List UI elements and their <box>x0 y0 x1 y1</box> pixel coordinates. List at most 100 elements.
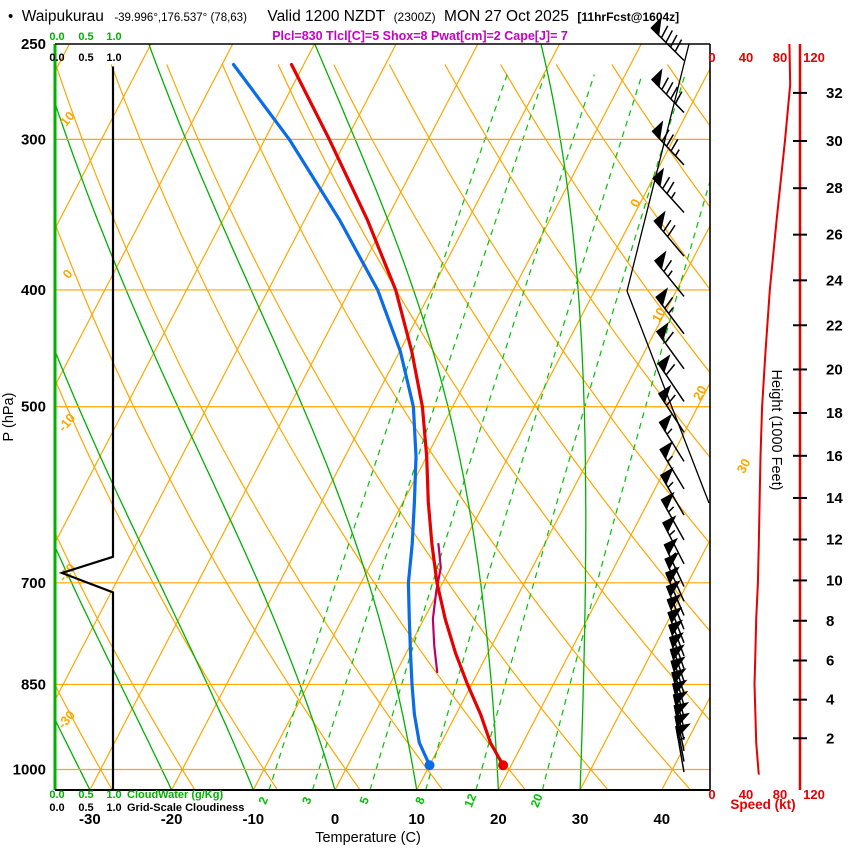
gridcloud-scale-bot-05: 0.5 <box>78 802 93 814</box>
svg-text:0: 0 <box>708 50 715 65</box>
isotherm-line <box>252 44 642 790</box>
wind-barb-full <box>660 25 669 39</box>
svg-text:6: 6 <box>826 652 834 669</box>
cloudwater-axis-label: CloudWater (g/Kg) <box>127 789 223 801</box>
wind-barb-full <box>674 39 683 52</box>
dry-adiabat-line <box>723 65 850 791</box>
data-layer <box>58 16 792 790</box>
wind-barb-full <box>661 176 671 190</box>
wind-barb-half <box>666 455 674 462</box>
isotherm-line <box>579 538 710 790</box>
skewt-background-grid <box>55 44 850 791</box>
wind-barb-full <box>664 296 674 309</box>
svg-text:-10: -10 <box>242 811 264 828</box>
speed-axis-label: Speed (kt) <box>730 797 795 812</box>
dry-adiabat-line <box>277 64 710 722</box>
dry-adiabat-line <box>333 64 710 633</box>
valid-zulu: (2300Z) <box>394 10 436 24</box>
wind-barb-half <box>669 552 677 559</box>
svg-text:22: 22 <box>826 317 843 334</box>
valid-date: MON 27 Oct 2025 <box>444 8 569 25</box>
dry-adiabat-line <box>555 64 710 291</box>
wind-barb-pennant <box>659 440 673 460</box>
wind-barb-pennant <box>652 167 665 188</box>
wind-barb-full <box>666 181 675 194</box>
svg-text:16: 16 <box>826 448 843 465</box>
wind-barb-pennant <box>653 250 667 271</box>
wind-barb-full <box>669 34 678 48</box>
moist-adiabat-line <box>55 349 254 790</box>
svg-text:40: 40 <box>739 50 753 65</box>
gridcloud-scale-top-05: 0.5 <box>78 52 93 64</box>
dry-adiabat-line <box>55 64 444 790</box>
wind-barb-full <box>665 30 673 43</box>
wind-barb-pennant <box>650 16 662 37</box>
svg-text:24: 24 <box>826 272 843 289</box>
moist-adiabat-line <box>55 101 336 790</box>
svg-text:500: 500 <box>21 399 46 416</box>
svg-text:10: 10 <box>57 108 78 129</box>
svg-text:700: 700 <box>21 575 46 592</box>
svg-text:20: 20 <box>490 811 507 828</box>
wind-barb-half <box>670 191 676 199</box>
wind-barb-pennant <box>653 210 666 231</box>
wind-barb-full <box>665 81 674 95</box>
dry-adiabat-line <box>55 531 196 790</box>
wind-barb-half <box>667 481 674 488</box>
svg-text:32: 32 <box>826 85 843 102</box>
svg-text:10: 10 <box>408 811 425 828</box>
wind-barb-pennant <box>651 120 664 141</box>
svg-text:-30: -30 <box>54 708 78 732</box>
dry-adiabat-line <box>166 64 609 790</box>
wind-barb-full <box>674 91 683 104</box>
mixing-ratio-line <box>268 74 508 790</box>
moist-adiabat-line <box>314 44 500 790</box>
parcel-trace <box>431 542 442 674</box>
mixing-ratio-line <box>425 74 643 790</box>
wind-barb-pennant <box>658 413 673 433</box>
dry-adiabat-line <box>666 64 710 127</box>
cloudwater-scale-top-05: 0.5 <box>78 31 93 43</box>
svg-text:80: 80 <box>773 787 787 802</box>
svg-text:40: 40 <box>653 811 670 828</box>
wind-barb-half <box>674 149 680 157</box>
dry-adiabat-line <box>221 64 692 790</box>
svg-text:12: 12 <box>461 791 479 809</box>
svg-text:8: 8 <box>826 613 834 630</box>
valid-time: Valid 1200 NZDT <box>267 8 385 25</box>
isotherm-line <box>55 44 152 230</box>
svg-text:8: 8 <box>412 794 428 806</box>
wind-barb-half <box>676 704 684 710</box>
wind-barb-pennant <box>650 68 663 89</box>
frame-fold-line <box>626 290 710 504</box>
svg-text:28: 28 <box>826 180 843 197</box>
svg-text:2: 2 <box>826 730 834 747</box>
svg-text:0: 0 <box>331 811 339 828</box>
svg-text:20: 20 <box>690 383 710 403</box>
bullet-icon: • <box>8 8 13 25</box>
isotherm-line <box>55 44 397 702</box>
dry-adiabat-line <box>611 64 710 209</box>
gridcloud-axis-label: Grid-Scale Cloudiness <box>127 802 244 814</box>
gridscale-cloudiness-line <box>58 66 115 790</box>
isotherm-line <box>171 44 561 790</box>
temperature-curve <box>289 62 505 767</box>
surface-temp-dot <box>498 760 509 771</box>
gridcloud-scale-top-0: 0.0 <box>49 52 64 64</box>
svg-text:-20: -20 <box>161 811 183 828</box>
svg-text:30: 30 <box>826 133 843 150</box>
height-axis-label: Height (1000 Feet) <box>768 370 784 491</box>
surface-dewpoint-dot <box>424 760 435 771</box>
svg-text:5: 5 <box>357 794 373 806</box>
svg-text:250: 250 <box>21 36 46 53</box>
svg-text:20: 20 <box>826 361 843 378</box>
cloudwater-scale-bot-1: 1.0 <box>106 789 121 801</box>
svg-text:40: 40 <box>739 787 753 802</box>
cloudwater-scale-top-0: 0.0 <box>49 31 64 43</box>
svg-text:4: 4 <box>826 692 835 709</box>
mixing-ratio-line <box>369 74 595 790</box>
